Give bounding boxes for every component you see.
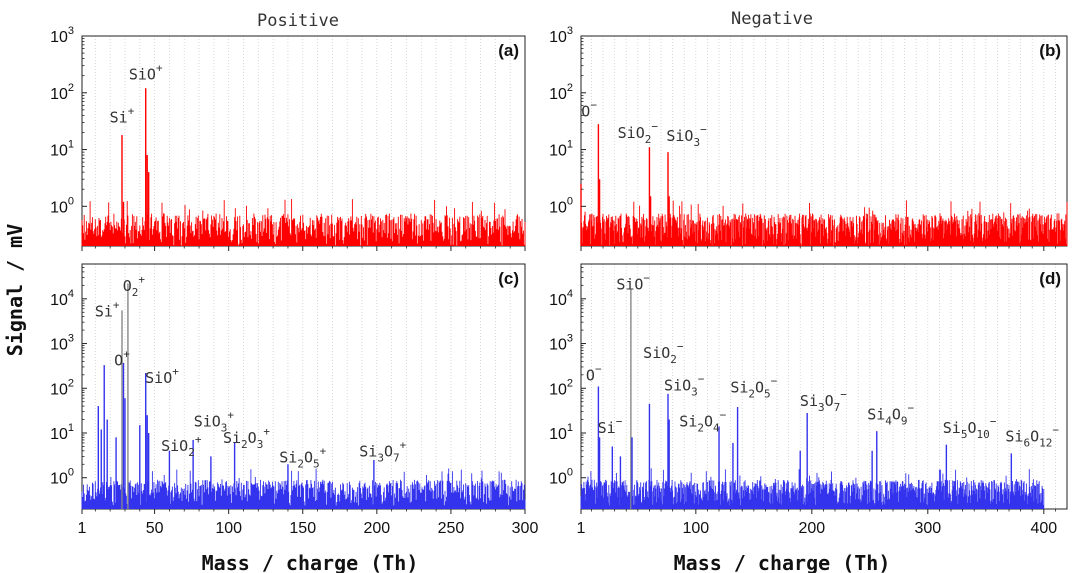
noise-trace [580, 200, 1068, 246]
peak-annotation: Si− [598, 415, 623, 437]
panel-d: 100 101 102 103 104 1 100 200 300 400 (d) O− Si− SiO−… [549, 263, 1068, 537]
y-tick-label: 100 [50, 195, 74, 216]
y-axis-label: Signal / mV [3, 224, 27, 356]
y-tick-label: 100 [549, 467, 573, 488]
peak-annotation: Si3O7− [800, 388, 847, 414]
y-tick-label: 101 [50, 422, 74, 443]
y-tick-label: 102 [549, 377, 573, 398]
peak-annotation: SiO3+ [194, 408, 235, 434]
y-tick-label: 103 [549, 333, 573, 354]
y-tick-label: 100 [549, 195, 573, 216]
y-tick-label: 100 [50, 467, 74, 488]
y-tick-label: 103 [50, 333, 74, 354]
peak-annotation: SiO+ [129, 62, 163, 84]
peak-annotation: SiO2− [643, 340, 684, 366]
x-tick-label: 300 [914, 520, 941, 537]
peak-annotation: SiO3− [666, 123, 707, 149]
peak-annotation: Si5O10− [943, 415, 997, 441]
panel-label: (d) [1039, 269, 1061, 288]
plot-frame [580, 263, 1068, 510]
peak-annotation: Si+ [110, 104, 135, 126]
panel-label: (a) [498, 41, 519, 60]
y-tick-label: 103 [549, 25, 573, 46]
peak-annotation: O2+ [123, 273, 146, 299]
peak-annotation: SiO+ [145, 365, 179, 387]
x-tick-label: 100 [215, 520, 242, 537]
x-tick-label: 50 [146, 520, 164, 537]
peak-annotation: O+ [114, 348, 130, 370]
noise-trace [81, 468, 526, 509]
y-tick-label: 102 [549, 82, 573, 103]
x-axis-label-right: Mass / charge (Th) [674, 551, 891, 573]
x-tick-label: 300 [512, 520, 539, 537]
x-tick-label: 1 [577, 520, 586, 537]
peak-annotation: SiO2+ [161, 433, 202, 459]
panel-label: (c) [498, 269, 519, 288]
plot-frame [580, 35, 1068, 247]
y-tick-label: 104 [50, 288, 74, 309]
peak-annotation: O− [581, 99, 597, 121]
x-tick-label: 100 [682, 520, 709, 537]
x-tick-label: 1 [78, 520, 87, 537]
y-tick-label: 101 [549, 139, 573, 160]
y-tick-label: 102 [50, 82, 74, 103]
panel-label: (b) [1039, 41, 1061, 60]
x-tick-label: 150 [289, 520, 316, 537]
column-title-negative: Negative [731, 9, 813, 29]
x-tick-label: 400 [1030, 520, 1057, 537]
peak-annotation: Si6O12− [1005, 423, 1059, 449]
x-tick-label: 200 [798, 520, 825, 537]
peak-annotation: Si3O7+ [359, 438, 406, 464]
peak-annotation: Si2O4− [679, 408, 726, 434]
peak-annotation: O− [586, 362, 602, 384]
peak-annotation: Si+ [95, 299, 120, 321]
y-tick-label: 104 [549, 288, 573, 309]
peak-annotation: Si4O9− [867, 402, 914, 428]
noise-trace [81, 199, 526, 246]
panel-a: 100 101 102 103 (a) Si+ SiO+ [50, 25, 526, 251]
y-tick-label: 103 [50, 25, 74, 46]
column-title-positive: Positive [257, 11, 339, 31]
peak-annotation: Si2O5− [730, 375, 777, 401]
x-tick-label: 200 [363, 520, 390, 537]
peak-annotation: Si2O5+ [279, 444, 326, 470]
y-tick-label: 101 [549, 422, 573, 443]
x-tick-label: 250 [438, 520, 465, 537]
peak-annotation: SiO2− [618, 120, 659, 146]
y-tick-label: 102 [50, 377, 74, 398]
peak-annotation: Si2O3+ [223, 425, 270, 451]
y-tick-label: 101 [50, 139, 74, 160]
peak-annotation: SiO3− [664, 372, 705, 398]
x-axis-label-left: Mass / charge (Th) [202, 551, 419, 573]
peak-annotation: SiO− [616, 272, 650, 294]
panel-b: 100 101 102 103 (b) O− SiO2− SiO3− [549, 25, 1068, 251]
